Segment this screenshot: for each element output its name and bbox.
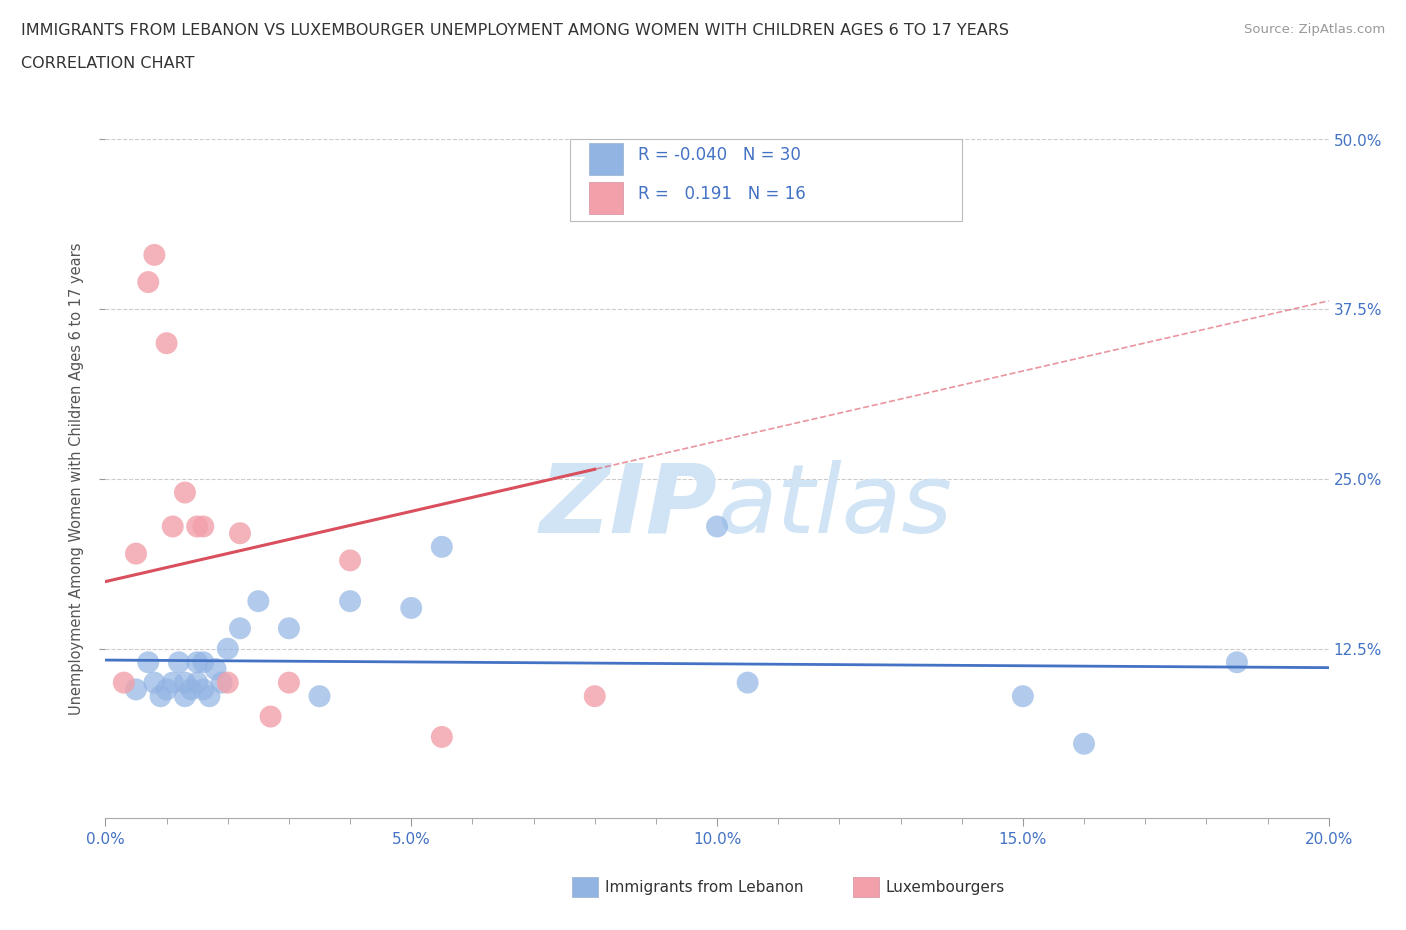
Point [583,689,606,704]
Text: atlas: atlas [717,459,952,552]
Text: IMMIGRANTS FROM LEBANON VS LUXEMBOURGER UNEMPLOYMENT AMONG WOMEN WITH CHILDREN A: IMMIGRANTS FROM LEBANON VS LUXEMBOURGER … [21,23,1010,38]
Point [1073,737,1095,751]
Point [167,655,190,670]
Point [174,485,197,500]
Point [125,682,148,697]
Point [217,642,239,657]
Point [149,689,172,704]
Point [278,621,301,636]
FancyBboxPatch shape [571,140,962,221]
Point [204,661,226,676]
FancyBboxPatch shape [589,143,623,176]
Point [162,519,184,534]
Point [737,675,759,690]
Point [211,675,233,690]
Point [247,593,270,608]
Point [339,553,361,568]
Text: Luxembourgers: Luxembourgers [886,880,1005,895]
Point [174,689,197,704]
Point [180,682,202,697]
Y-axis label: Unemployment Among Women with Children Ages 6 to 17 years: Unemployment Among Women with Children A… [69,243,84,715]
Point [217,675,239,690]
Point [143,675,166,690]
Point [278,675,301,690]
Point [1226,655,1249,670]
Point [174,675,197,690]
Point [193,655,215,670]
Point [155,682,177,697]
Point [136,274,159,289]
Point [430,729,453,744]
Text: R =   0.191   N = 16: R = 0.191 N = 16 [637,185,806,203]
Point [112,675,135,690]
FancyBboxPatch shape [589,182,623,215]
Point [155,336,177,351]
Text: ZIP: ZIP [538,459,717,552]
Text: Immigrants from Lebanon: Immigrants from Lebanon [605,880,803,895]
Point [193,682,215,697]
Text: Source: ZipAtlas.com: Source: ZipAtlas.com [1244,23,1385,36]
Text: CORRELATION CHART: CORRELATION CHART [21,56,194,71]
Text: R = -0.040   N = 30: R = -0.040 N = 30 [637,146,800,164]
Point [125,546,148,561]
Point [229,525,252,540]
Point [430,539,453,554]
Point [143,247,166,262]
Point [259,710,281,724]
Point [229,621,252,636]
Point [193,519,215,534]
Point [186,675,208,690]
Point [706,519,728,534]
Point [401,601,423,616]
Point [308,689,330,704]
Point [339,593,361,608]
Point [162,675,184,690]
Point [186,519,208,534]
Point [1011,689,1033,704]
Point [198,689,221,704]
Point [136,655,159,670]
Point [186,655,208,670]
